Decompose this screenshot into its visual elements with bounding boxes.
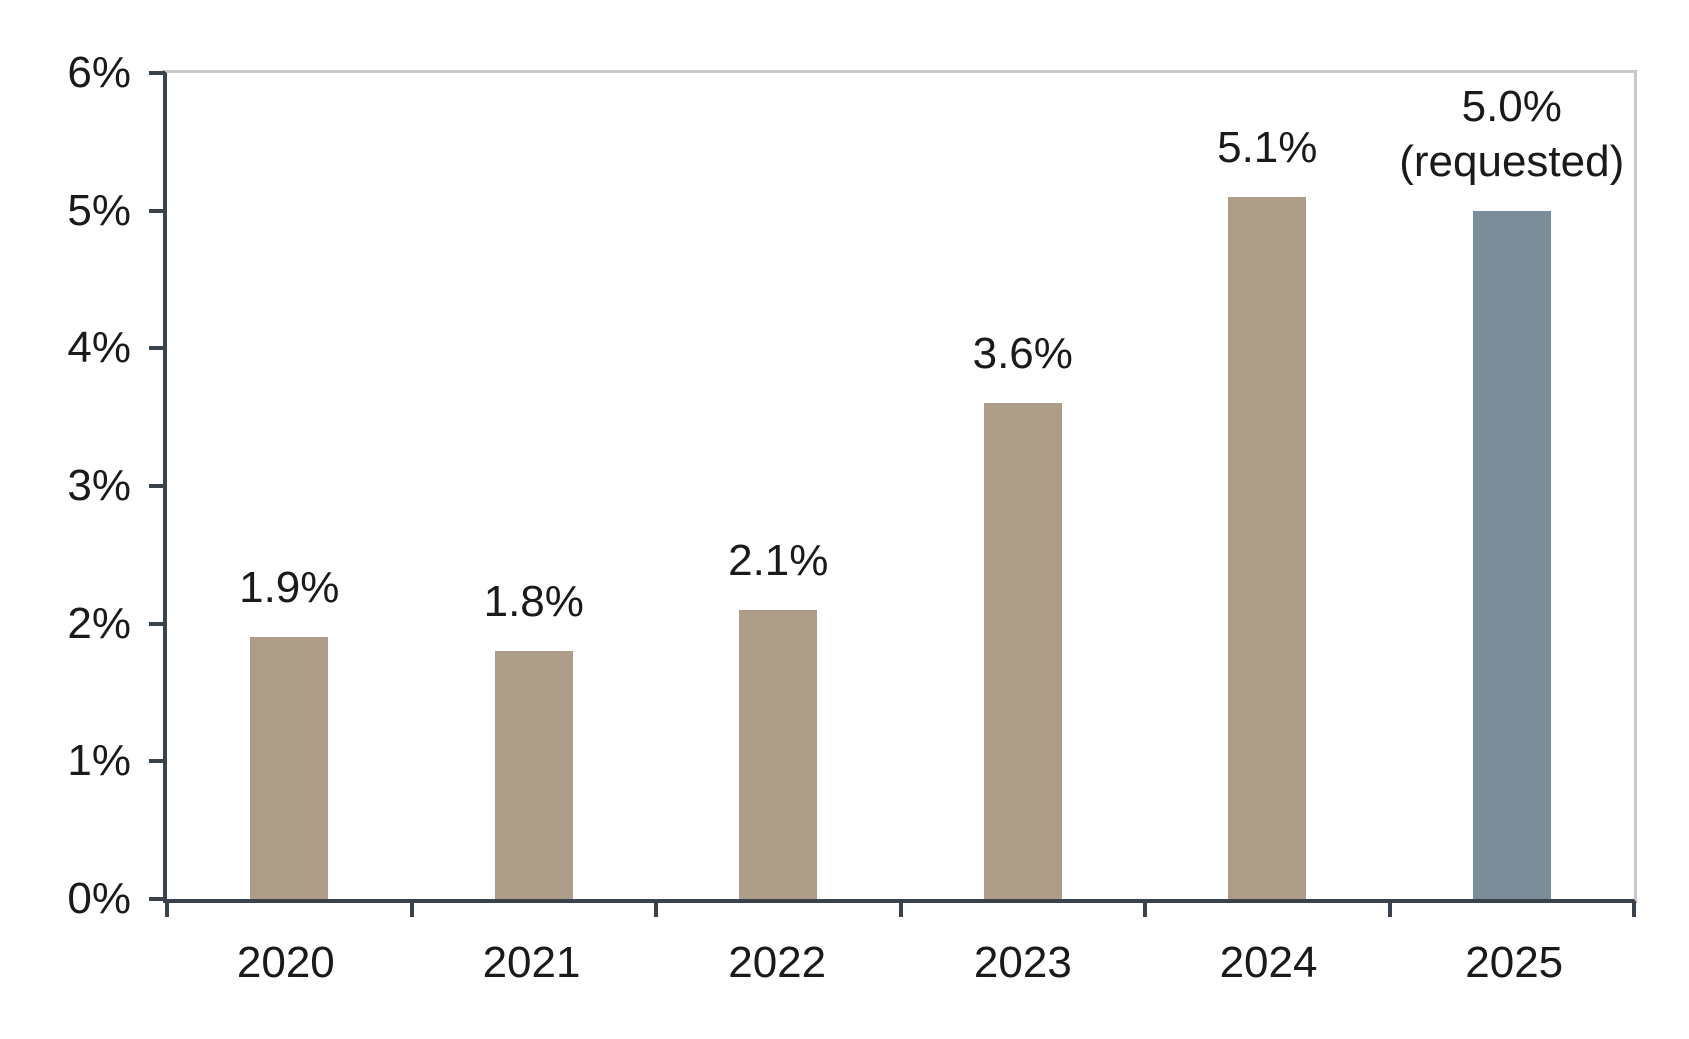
x-axis-label-2025: 2025 (1465, 938, 1564, 987)
x-axis-label-2024: 2024 (1219, 938, 1318, 987)
x-axis-label-2022: 2022 (728, 938, 827, 987)
bar-value-label: 3.6% (972, 329, 1073, 379)
y-axis-tick-label: 6% (67, 48, 131, 97)
bar-slot-2025: 5.0% (requested) (1390, 73, 1635, 899)
y-axis-tick-label: 5% (67, 185, 131, 235)
bar-slot-2020: 1.9% (167, 73, 412, 899)
bar-slot-2021: 1.8% (412, 73, 657, 899)
bar-2020 (250, 637, 329, 899)
x-axis-tick (1632, 903, 1636, 917)
y-axis-tick (149, 759, 163, 764)
x-axis-tick (1143, 903, 1147, 917)
y-axis-tick-label: 1% (67, 736, 131, 786)
y-axis-tick (149, 71, 163, 75)
y-axis-tick (149, 897, 163, 901)
y-axis-tick (149, 484, 163, 488)
bar-2021 (494, 651, 573, 899)
x-axis-tick-labels: 2020 2021 2022 2023 2024 2025 (163, 917, 1637, 990)
y-axis-tick-labels: 0% 1% 2% 3% 4% 5% 6% (0, 51, 131, 921)
bar-2025 (1472, 210, 1551, 899)
y-axis-tick (149, 621, 163, 626)
bar-value-label: 1.8% (483, 577, 584, 627)
x-axis-tick (898, 903, 903, 917)
bar-slot-2024: 5.1% (1145, 73, 1390, 899)
x-axis-label-2023: 2023 (973, 938, 1072, 987)
bar-2022 (739, 609, 818, 899)
x-axis-tick (165, 903, 169, 917)
bar-value-label: 2.1% (728, 535, 829, 585)
y-axis-tick-label: 3% (67, 461, 131, 510)
bar-2024 (1228, 196, 1307, 899)
bar-2023 (983, 403, 1062, 899)
y-axis-tick (149, 208, 163, 213)
x-axis-tick (1387, 903, 1392, 917)
bar-slot-2023: 3.6% (901, 73, 1146, 899)
x-axis-tick (654, 903, 658, 917)
bar-value-label: 5.1% (1217, 122, 1318, 172)
y-axis-tick (149, 346, 163, 351)
bar-value-label: 5.0% (requested) (1399, 81, 1625, 186)
x-axis-tick (409, 903, 414, 917)
x-axis-label-2021: 2021 (482, 938, 581, 987)
bar-value-label: 1.9% (239, 563, 340, 613)
plot-area: 1.9% 1.8% 2.1% 3.6% 5.1% 5.0% (requested) (149, 70, 1637, 917)
x-axis-label-2020: 2020 (236, 938, 335, 987)
y-axis-tick-label: 0% (67, 874, 131, 923)
bars-row: 1.9% 1.8% 2.1% 3.6% 5.1% 5.0% (requested) (167, 73, 1634, 899)
y-axis-tick-label: 4% (67, 323, 131, 373)
y-axis-tick-label: 2% (67, 598, 131, 648)
bar-slot-2022: 2.1% (656, 73, 901, 899)
